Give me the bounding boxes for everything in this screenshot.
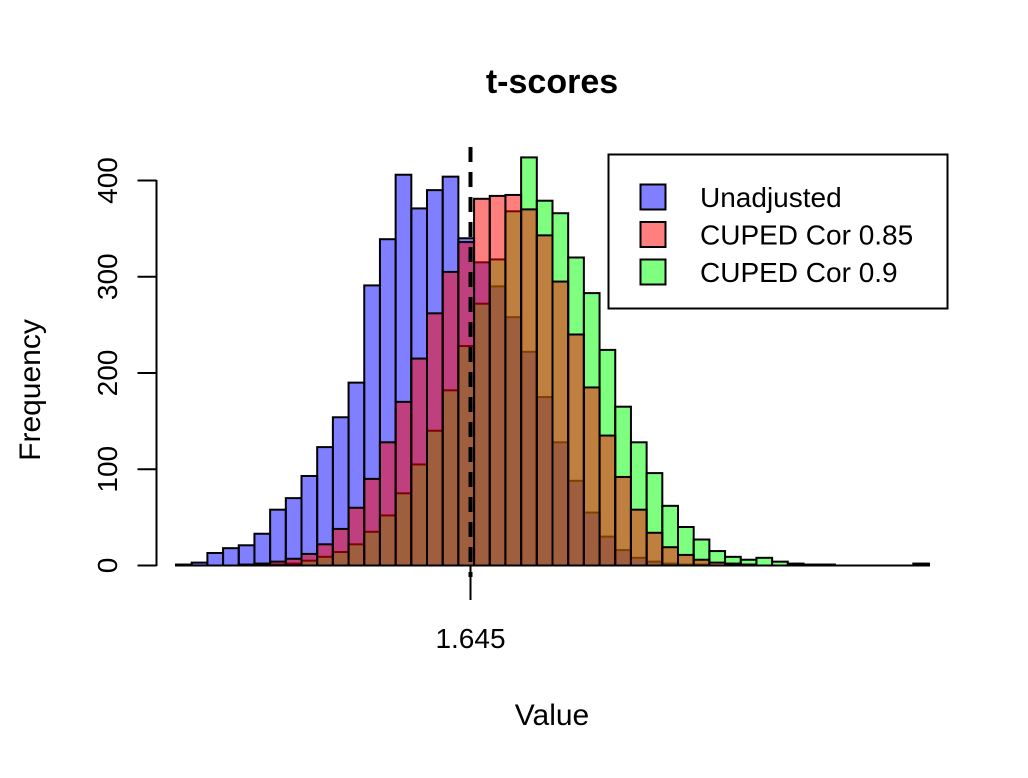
bar — [300, 552, 319, 567]
bar — [269, 508, 287, 567]
bar — [284, 497, 303, 567]
bar — [300, 474, 319, 567]
bar — [253, 532, 272, 567]
bar — [598, 434, 617, 567]
y-tick-label-200: 200 — [92, 350, 123, 397]
legend-label-3: CUPED Cor 0.9 — [700, 257, 898, 288]
bar — [206, 551, 225, 567]
bar — [661, 546, 679, 567]
bar — [441, 270, 460, 567]
bar — [426, 312, 444, 567]
bar — [316, 543, 334, 567]
legend: Unadjusted CUPED Cor 0.85 CUPED Cor 0.9 — [607, 153, 949, 310]
y-tick-label-300: 300 — [92, 253, 123, 300]
bar — [222, 547, 240, 567]
legend-label-2: CUPED Cor 0.85 — [700, 220, 913, 251]
series-cuped-cor-0-85 — [237, 193, 758, 567]
legend-label-1: Unadjusted — [700, 182, 842, 213]
bar — [567, 333, 585, 567]
bar — [410, 357, 428, 567]
bar — [677, 553, 695, 567]
legend-swatch-3-icon — [639, 258, 667, 286]
x-axis-label: Value — [515, 699, 590, 732]
bar — [347, 506, 366, 567]
y-tick-label-100: 100 — [92, 446, 123, 493]
bar — [614, 475, 632, 567]
bar — [378, 441, 397, 567]
y-tick-label-0: 0 — [92, 558, 123, 574]
x-axis-tick-label: 1.645 — [435, 623, 505, 654]
bar — [284, 557, 303, 567]
bar — [488, 194, 507, 567]
bar — [331, 527, 350, 567]
bar — [645, 531, 664, 567]
bar — [473, 197, 491, 567]
bar — [363, 477, 381, 567]
y-axis-label: Frequency — [14, 319, 47, 461]
bar — [394, 400, 413, 567]
bar — [504, 193, 523, 567]
bar — [237, 544, 256, 567]
bar — [520, 208, 538, 567]
bar — [535, 234, 554, 567]
y-axis-ticks: 0 100 200 300 400 — [92, 157, 157, 573]
bar — [755, 556, 774, 567]
bar — [582, 386, 601, 567]
legend-swatch-2-icon — [639, 221, 667, 248]
chart-title: t-scores — [486, 63, 618, 101]
bar — [551, 280, 570, 567]
bar — [629, 508, 648, 567]
y-tick-label-400: 400 — [92, 157, 123, 204]
histogram-bars — [175, 156, 930, 567]
legend-swatch-1-icon — [639, 183, 667, 211]
